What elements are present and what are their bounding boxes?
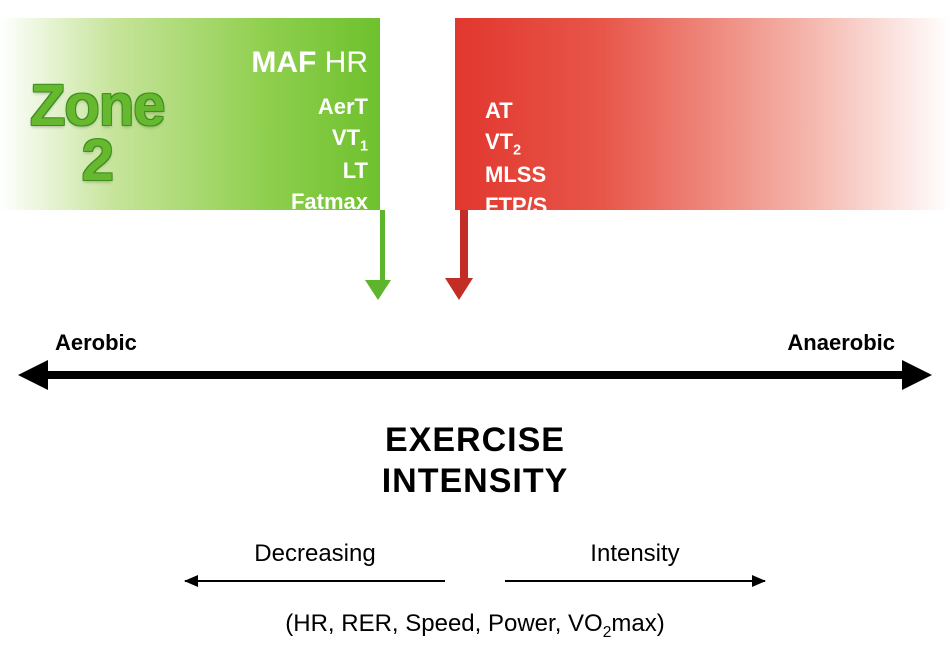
title-line1: EXERCISE — [0, 420, 950, 461]
green-item-aert: AerT — [251, 92, 368, 123]
intensity-col: Intensity — [505, 540, 765, 582]
intensity-label: Intensity — [590, 540, 679, 568]
maf-bold: MAF — [251, 46, 316, 79]
axis-label-aerobic: Aerobic — [55, 330, 137, 356]
zone2-label: Zone 2 — [30, 78, 165, 188]
zone2-line2: 2 — [30, 133, 165, 188]
red-item-vt2: VT2 — [485, 127, 547, 160]
title-line2: INTENSITY — [0, 461, 950, 502]
red-threshold-labels: AT VT2 MLSS FTP/S — [485, 96, 547, 222]
red-down-arrow — [455, 210, 473, 300]
green-threshold-labels: MAF HR AerT VT1 LT Fatmax — [251, 46, 368, 218]
zone2-green-block: Zone 2 MAF HR AerT VT1 LT Fatmax — [0, 18, 380, 210]
maf-light: HR — [325, 46, 368, 79]
maf-hr-label: MAF HR — [251, 46, 368, 80]
exercise-intensity-title: EXERCISE INTENSITY — [0, 420, 950, 502]
zone2-line1: Zone — [30, 78, 165, 133]
axis-label-anaerobic: Anaerobic — [787, 330, 895, 356]
metrics-tail: max) — [611, 610, 664, 637]
lower-labels-row: Decreasing Intensity — [0, 540, 950, 582]
anaerobic-red-block: AT VT2 MLSS FTP/S — [455, 18, 950, 210]
decreasing-col: Decreasing — [185, 540, 445, 582]
metrics-line: (HR, RER, Speed, Power, VO2max) — [0, 610, 950, 642]
metrics-text: (HR, RER, Speed, Power, VO — [285, 610, 602, 637]
axis-bar — [46, 371, 904, 379]
green-item-vt1: VT1 — [251, 123, 368, 156]
red-item-at: AT — [485, 96, 547, 127]
axis-arrowhead-left — [18, 360, 48, 390]
decreasing-label: Decreasing — [254, 540, 375, 568]
intensity-arrow — [505, 580, 765, 582]
green-item-lt: LT — [251, 156, 368, 187]
lower-section: Decreasing Intensity — [0, 540, 950, 582]
green-down-arrow — [375, 210, 391, 300]
decreasing-arrow — [185, 580, 445, 582]
diagram-canvas: Zone 2 MAF HR AerT VT1 LT Fatmax AT VT2 … — [0, 0, 950, 669]
red-item-mlss: MLSS — [485, 160, 547, 191]
green-item-fatmax: Fatmax — [251, 187, 368, 218]
red-item-ftps: FTP/S — [485, 191, 547, 222]
intensity-axis-arrow — [18, 360, 932, 390]
axis-arrowhead-right — [902, 360, 932, 390]
